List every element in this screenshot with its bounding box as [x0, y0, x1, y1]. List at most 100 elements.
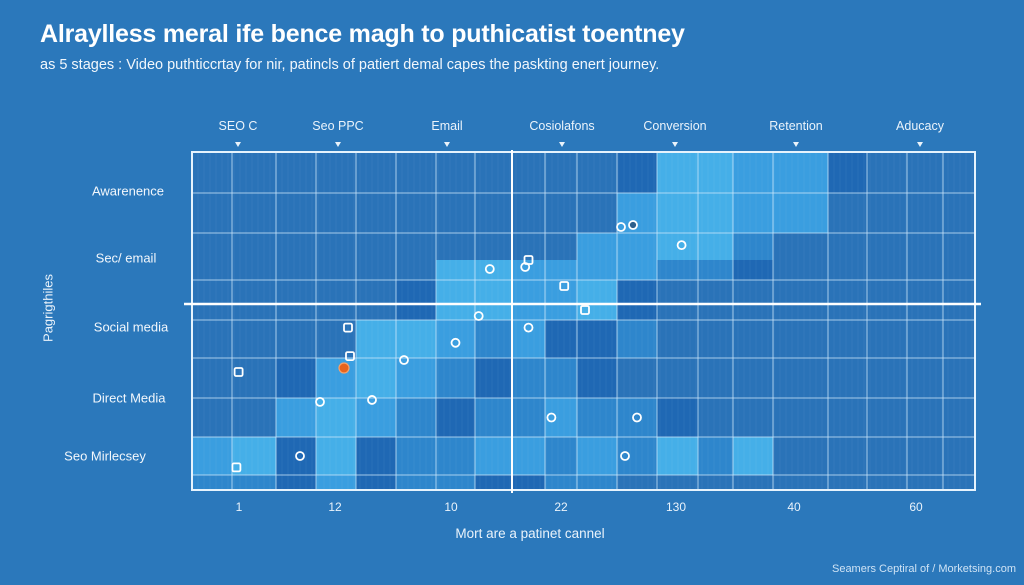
heatmap-cell	[356, 475, 396, 490]
stage-arrow-icon	[235, 142, 241, 147]
marker-circle	[632, 412, 642, 423]
heatmap-cell	[512, 475, 545, 490]
heatmap-cell	[192, 398, 232, 437]
marker-circle	[546, 412, 557, 423]
heatmap-cell	[232, 437, 276, 475]
x-tick-label: 1	[235, 500, 243, 514]
heatmap-cell	[192, 152, 232, 193]
heatmap-cell	[907, 152, 943, 193]
heatmap-cell	[356, 398, 396, 437]
heatmap-cell	[356, 358, 396, 398]
heatmap-cell	[867, 280, 907, 320]
heatmap-cell	[617, 260, 657, 280]
source-credit: Seamers Ceptiral of / Morketsing.com	[831, 563, 1016, 575]
heatmap-cell	[396, 398, 436, 437]
heatmap-cell	[436, 437, 475, 475]
heatmap-cell	[698, 193, 733, 233]
heatmap-cell	[475, 320, 512, 358]
marker-circle	[295, 451, 305, 461]
chart-subtitle: as 5 stages : Video puthticcrtay for nir…	[40, 57, 660, 73]
heatmap-cell	[475, 280, 512, 320]
heatmap-cell	[698, 437, 733, 475]
heatmap-cell	[657, 398, 698, 437]
heatmap-cell	[316, 193, 356, 233]
heatmap-cell	[316, 233, 356, 260]
heatmap-cell	[316, 280, 356, 320]
row-label: Awarenence	[91, 183, 165, 199]
heatmap-cell	[657, 280, 698, 320]
stage-label: Retention	[769, 119, 823, 133]
heatmap-cell	[545, 233, 577, 260]
heatmap-cell	[733, 152, 773, 193]
heatmap-cell	[192, 193, 232, 233]
marker-square	[233, 367, 244, 377]
heatmap-cell	[232, 193, 276, 233]
heatmap-cell	[475, 193, 512, 233]
stage-label: Aducacy	[896, 119, 944, 133]
heatmap-cell	[773, 260, 828, 280]
heatmap-cell	[577, 260, 617, 280]
heatmap-cell	[475, 152, 512, 193]
heatmap-cell	[733, 358, 773, 398]
heatmap-cell	[316, 475, 356, 490]
stage-label: Cosiolafons	[529, 119, 595, 133]
heatmap-cell	[396, 437, 436, 475]
heatmap-cell	[828, 280, 867, 320]
heatmap-cell	[512, 358, 545, 398]
heatmap-cell	[698, 152, 733, 193]
stage-arrow-icon	[793, 142, 799, 147]
heatmap-cell	[617, 358, 657, 398]
x-tick-label: 10	[444, 500, 458, 514]
heatmap-cell	[907, 260, 943, 280]
heatmap-cell	[512, 152, 545, 193]
heatmap-cell	[698, 358, 733, 398]
heatmap-cell	[867, 398, 907, 437]
marker-circle	[616, 222, 626, 232]
heatmap-cell	[733, 437, 773, 475]
heatmap-cell	[356, 320, 396, 358]
heatmap-cell	[773, 152, 828, 193]
row-label: Seo Mirlecsey	[64, 448, 146, 464]
heatmap-cell	[733, 475, 773, 490]
heatmap-cell	[907, 193, 943, 233]
heatmap-cell	[907, 398, 943, 437]
heatmap-cell	[436, 280, 475, 320]
heatmap-cell	[545, 320, 577, 358]
heatmap-cell	[828, 358, 867, 398]
heatmap-cell	[512, 320, 545, 358]
heatmap-cell	[512, 280, 545, 320]
marker-circle	[520, 262, 531, 272]
heatmap-cell	[657, 475, 698, 490]
marker-square	[559, 281, 570, 291]
heatmap-cell	[943, 280, 975, 320]
heatmap-cell	[698, 398, 733, 437]
heatmap-cell	[617, 320, 657, 358]
heatmap-cell	[276, 280, 316, 320]
heatmap-cell	[698, 475, 733, 490]
heatmap-cell	[577, 320, 617, 358]
x-tick-label: 60	[909, 500, 923, 514]
heatmap-cell	[617, 398, 657, 437]
heatmap-cell	[943, 320, 975, 358]
row-label: Sec/ email	[95, 250, 157, 266]
heatmap-cell	[773, 475, 828, 490]
heatmap-cell	[475, 437, 512, 475]
heatmap-cell	[773, 193, 828, 233]
heatmap-cell	[828, 233, 867, 260]
heatmap-cell	[396, 280, 436, 320]
heatmap-cell	[907, 320, 943, 358]
heatmap-cell	[907, 280, 943, 320]
heatmap-cell	[733, 193, 773, 233]
chart-border	[191, 151, 976, 491]
heatmap-cell	[316, 152, 356, 193]
heatmap-cell	[828, 320, 867, 358]
row-label: Social media	[93, 319, 169, 335]
heatmap-cell	[657, 193, 698, 233]
heatmap-cell	[867, 475, 907, 490]
heatmap-cell	[475, 475, 512, 490]
heatmap-cell	[436, 233, 475, 260]
heatmap-cell	[943, 193, 975, 233]
heatmap-cell	[276, 260, 316, 280]
heatmap-cell	[436, 260, 475, 280]
heatmap-cell	[867, 260, 907, 280]
